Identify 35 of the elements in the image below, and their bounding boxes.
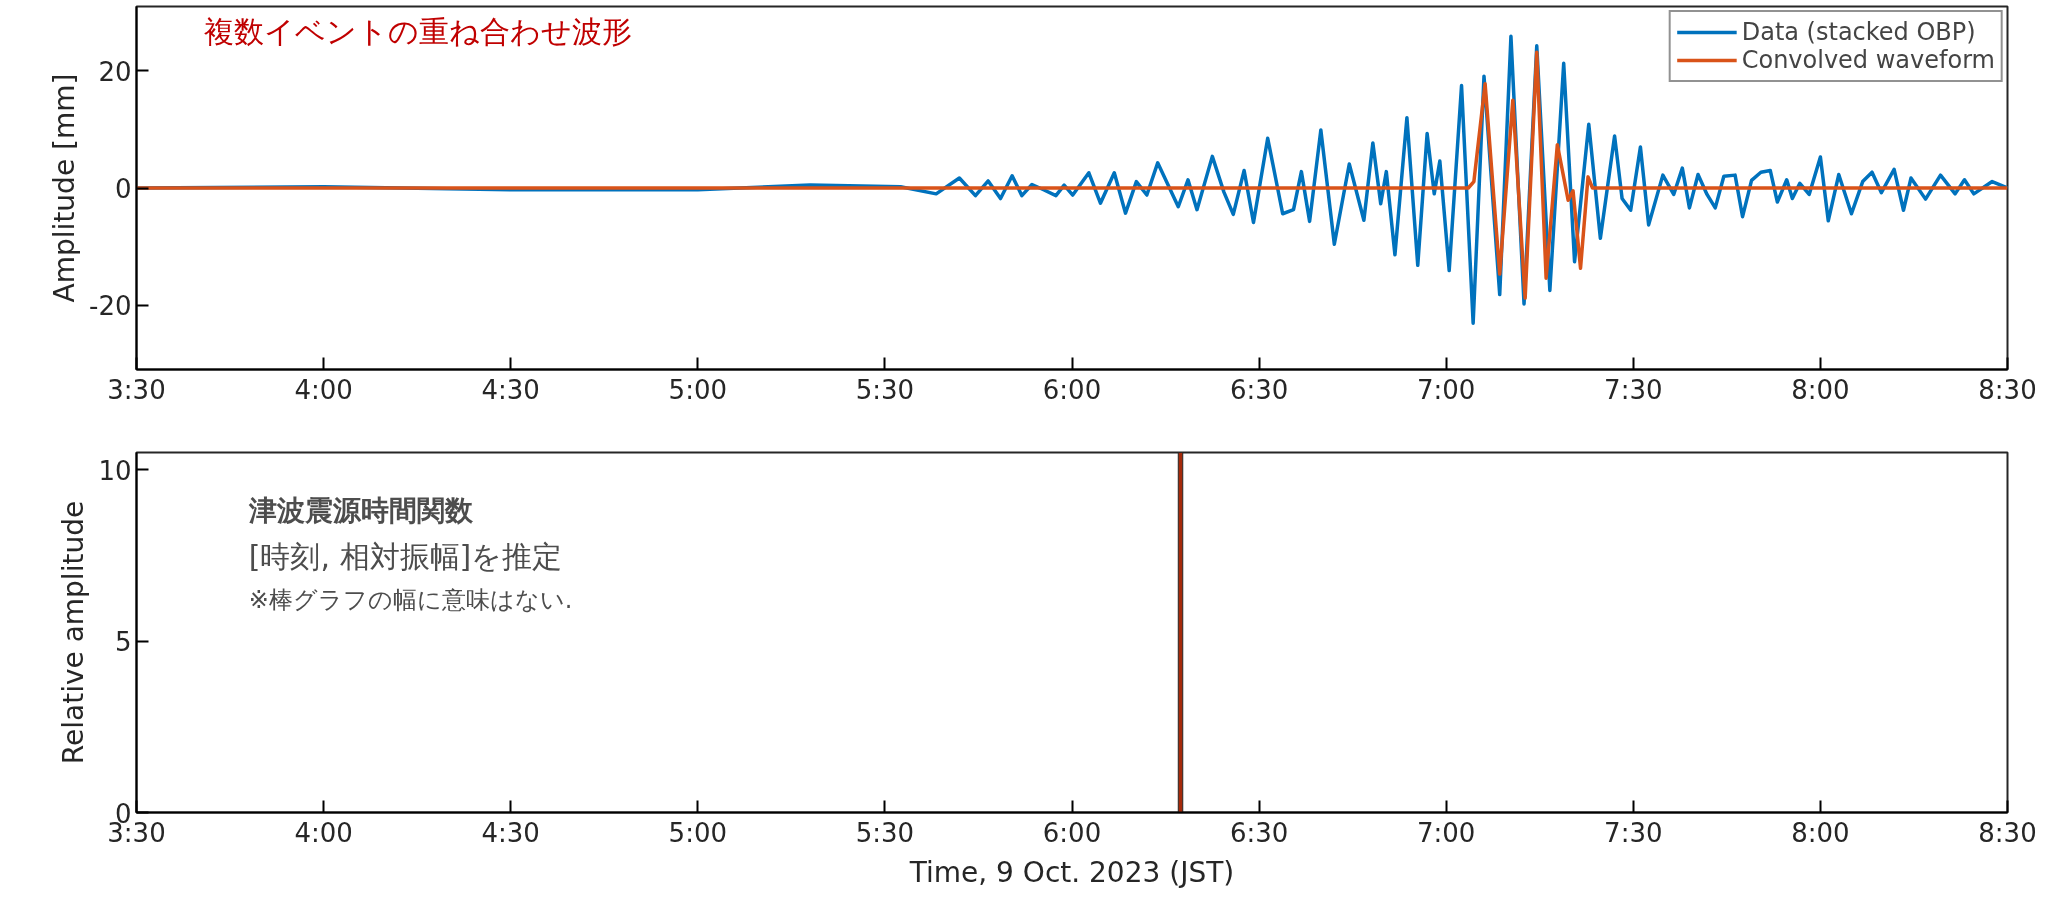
x-tick-label: 4:30 <box>481 374 540 405</box>
annotation: 複数イベントの重ね合わせ波形 <box>203 14 632 50</box>
x-axis-title: Time, 9 Oct. 2023 (JST) <box>908 855 1235 889</box>
annotation: ※棒グラフの幅に意味はない. <box>248 586 573 615</box>
x-tick-label: 3:30 <box>107 374 166 405</box>
x-tick-label: 7:00 <box>1417 374 1476 405</box>
x-tick-label: 8:30 <box>1978 817 2037 848</box>
x-tick-label: 5:00 <box>668 374 727 405</box>
legend-label: Convolved waveform <box>1741 46 1995 74</box>
y-axis-title: Amplitude [mm] <box>48 73 82 303</box>
x-tick-label: 6:00 <box>1042 817 1102 848</box>
y-tick-label: 10 <box>98 455 132 486</box>
y-tick-label: 0 <box>114 174 132 204</box>
x-tick-label: 8:30 <box>1978 374 2037 405</box>
x-tick-label: 4:30 <box>481 817 540 848</box>
x-tick-label: 5:00 <box>668 817 727 848</box>
annotation: [時刻, 相対振幅]を推定 <box>248 539 563 575</box>
legend-label: Data (stacked OBP) <box>1741 18 1976 46</box>
x-tick-label: 7:00 <box>1417 817 1476 848</box>
x-tick-label: 8:00 <box>1791 817 1850 848</box>
x-tick-label: 4:00 <box>294 374 353 405</box>
annotation: 津波震源時間関数 <box>247 493 474 527</box>
y-tick-label: 5 <box>114 627 132 658</box>
x-tick-label: 5:30 <box>855 374 915 405</box>
y-tick-label: 20 <box>98 56 132 87</box>
x-tick-label: 7:30 <box>1604 374 1663 405</box>
y-tick-label: -20 <box>89 291 132 322</box>
x-tick-label: 5:30 <box>855 817 915 848</box>
x-tick-label: 7:30 <box>1604 817 1663 848</box>
x-tick-label: 4:00 <box>294 817 353 848</box>
x-tick-label: 6:00 <box>1042 374 1102 405</box>
y-axis-title: Relative amplitude <box>57 500 91 765</box>
x-tick-label: 6:30 <box>1229 817 1289 848</box>
x-tick-label: 6:30 <box>1229 374 1289 405</box>
x-tick-label: 8:00 <box>1791 374 1850 405</box>
